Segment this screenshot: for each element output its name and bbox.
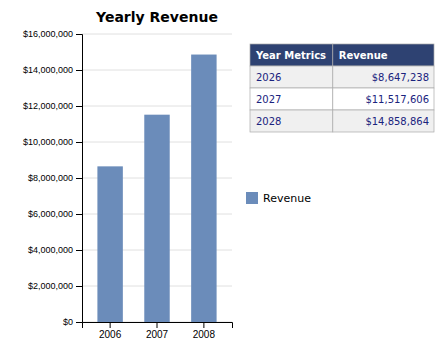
x-tick: 2008 [193, 322, 216, 340]
tick-label: $4,000,000 [28, 245, 73, 255]
tick-mark [203, 322, 204, 328]
title: Yearly Revenue [95, 9, 218, 25]
bar [191, 55, 216, 322]
y-tick: $8,000,000 [28, 173, 82, 183]
y-tick: $12,000,000 [23, 101, 82, 111]
tick-mark [76, 214, 82, 215]
tick-mark [76, 106, 82, 107]
bars [97, 55, 216, 322]
tick-mark [76, 142, 82, 143]
axis-domain [76, 35, 83, 323]
y-tick: $6,000,000 [28, 209, 82, 219]
table-header-cell [333, 44, 434, 66]
tick-mark [76, 178, 82, 179]
y-axis: $0 $2,000,000 $4,000,000 $6,000,000 $8,000,0… [23, 29, 83, 327]
y-tick: $10,000,000 [23, 137, 82, 147]
tick-label: 2006 [99, 329, 122, 340]
tick-label: $12,000,000 [23, 101, 73, 111]
tick-mark [76, 250, 82, 251]
tick-label: $2,000,000 [28, 281, 73, 291]
tick-mark [76, 322, 82, 323]
table-cell [333, 66, 434, 88]
table-text: $8,647,238 [372, 72, 429, 83]
table-cell [333, 88, 434, 110]
tick-label: $6,000,000 [28, 209, 73, 219]
legend-label: Revenue [263, 192, 311, 205]
y-tick: $14,000,000 [23, 65, 82, 75]
table-text: $11,517,606 [365, 94, 429, 105]
table-cell [333, 110, 434, 132]
tick-label: $16,000,000 [23, 29, 73, 39]
tick-label: $8,000,000 [28, 173, 73, 183]
table: Year Metrics Revenue 2026 $8,647,238 2027 $11… [250, 44, 434, 132]
tick-label: 2007 [146, 329, 169, 340]
bar [97, 166, 122, 322]
tick-label: 2008 [193, 329, 216, 340]
y-tick: $4,000,000 [28, 245, 82, 255]
legend: Revenue [246, 192, 311, 205]
grid-line [82, 34, 232, 35]
y-tick: $16,000,000 [23, 29, 82, 39]
grid [82, 34, 232, 322]
chart: $0 $2,000,000 $4,000,000 $6,000,000 $8,000,0… [0, 0, 441, 352]
tick-label: $10,000,000 [23, 137, 73, 147]
table-text: 2028 [256, 116, 281, 127]
tick-label: $14,000,000 [23, 65, 73, 75]
table-cell [250, 110, 333, 132]
table-header: Revenue [339, 50, 388, 61]
legend-swatch [246, 192, 258, 204]
tick-mark [157, 322, 158, 328]
table-cell [250, 66, 333, 88]
tick-mark [76, 34, 82, 35]
x-tick: 2006 [99, 322, 122, 340]
x-tick: 2007 [146, 322, 169, 340]
table-header-cell [250, 44, 333, 66]
axis-domain [83, 323, 233, 329]
y-tick: $2,000,000 [28, 281, 82, 291]
tick-mark [76, 70, 82, 71]
bar [144, 115, 169, 322]
x-axis: 2006 2007 2008 [83, 322, 233, 340]
table-cell [250, 88, 333, 110]
tick-label: $0 [63, 317, 73, 327]
legend-item: Revenue [246, 192, 311, 205]
tick-mark [110, 322, 111, 328]
table-text: 2026 [256, 72, 281, 83]
y-tick: $0 [63, 317, 82, 327]
table-text: $14,858,864 [365, 116, 429, 127]
table-text: 2027 [256, 94, 281, 105]
table-header: Year Metrics [255, 50, 326, 61]
tick-mark [76, 286, 82, 287]
